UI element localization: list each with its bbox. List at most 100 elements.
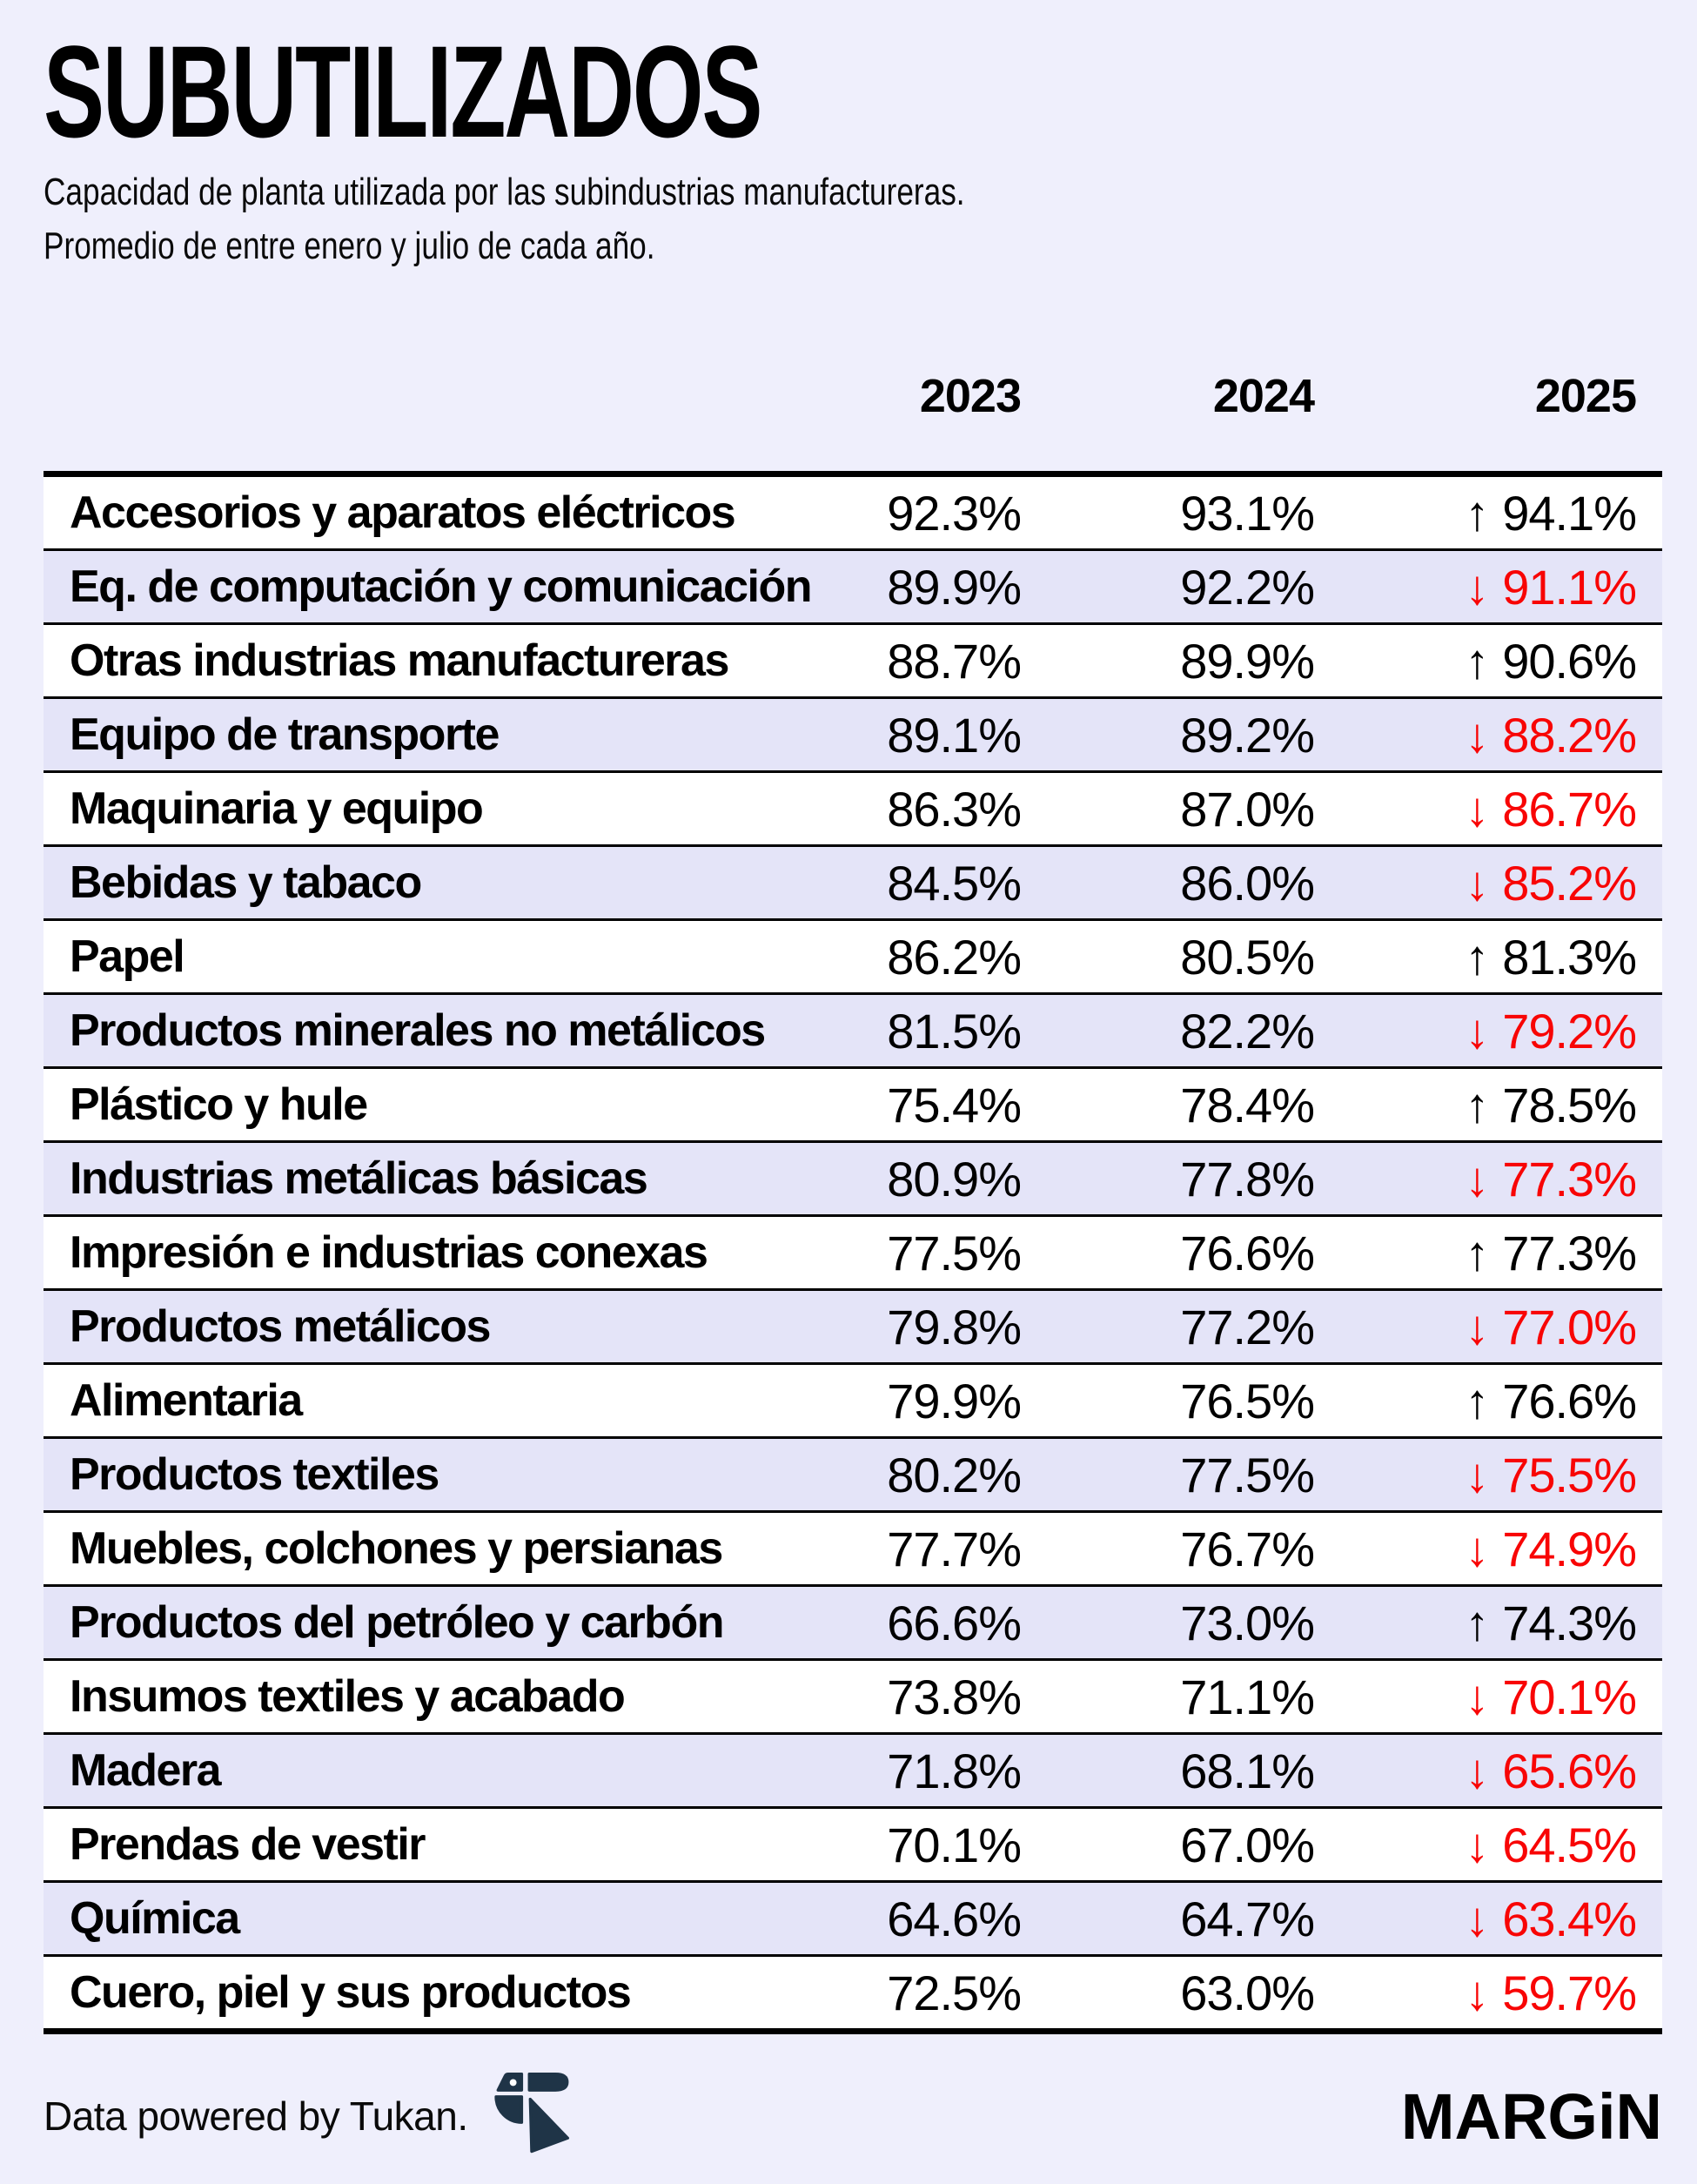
value-2025: ↓ 63.4% <box>1340 1891 1662 1947</box>
row-label: Accesorios y aparatos eléctricos <box>70 487 736 538</box>
value-2024: 77.2% <box>1180 1299 1315 1354</box>
row-label: Productos minerales no metálicos <box>70 1005 766 1056</box>
up-arrow-icon: ↑ <box>1465 485 1489 541</box>
value-2023: 92.3% <box>887 485 1022 541</box>
value-2025: ↓ 91.1% <box>1340 559 1662 615</box>
up-arrow-icon: ↑ <box>1465 1595 1489 1650</box>
value-2025: ↓ 86.7% <box>1340 781 1662 837</box>
value-2024: 68.1% <box>1180 1743 1315 1798</box>
row-label: Maquinaria y equipo <box>70 783 484 834</box>
value-2025: ↑ 77.3% <box>1340 1225 1662 1281</box>
value-2025-text: 59.7% <box>1502 1965 1637 2020</box>
value-2024: 77.8% <box>1180 1151 1315 1206</box>
row-label: Cuero, piel y sus productos <box>70 1967 632 2018</box>
column-header-2025: 2025 <box>1534 370 1637 422</box>
down-arrow-icon: ↓ <box>1465 1891 1489 1946</box>
down-arrow-icon: ↓ <box>1465 1151 1489 1206</box>
value-2025-text: 70.1% <box>1502 1669 1637 1724</box>
table-row: Productos metálicos 79.8% 77.2% ↓ 77.0% <box>44 1291 1662 1365</box>
value-2025-text: 63.4% <box>1502 1891 1637 1946</box>
down-arrow-icon: ↓ <box>1465 781 1489 837</box>
row-label: Insumos textiles y acabado <box>70 1671 626 1722</box>
value-2023: 77.5% <box>887 1225 1022 1280</box>
footer: Data powered by Tukan. MARGiN <box>44 2071 1662 2161</box>
table-row: Química 64.6% 64.7% ↓ 63.4% <box>44 1883 1662 1957</box>
row-label: Alimentaria <box>70 1375 303 1426</box>
value-2025-text: 74.9% <box>1502 1521 1637 1576</box>
value-2025: ↑ 81.3% <box>1340 929 1662 985</box>
page-title: SUBUTILIZADOS <box>44 18 762 165</box>
row-label: Química <box>70 1893 240 1944</box>
value-2023: 80.9% <box>887 1151 1022 1206</box>
row-label: Industrias metálicas básicas <box>70 1153 648 1204</box>
value-2023: 86.3% <box>887 781 1022 837</box>
column-header-2024: 2024 <box>1212 370 1315 422</box>
row-label: Prendas de vestir <box>70 1819 426 1870</box>
tukan-logo-icon <box>494 2072 571 2160</box>
value-2025-text: 85.2% <box>1502 855 1637 911</box>
table-row: Equipo de transporte 89.1% 89.2% ↓ 88.2% <box>44 699 1662 773</box>
value-2023: 80.2% <box>887 1447 1022 1502</box>
value-2025-text: 79.2% <box>1502 1003 1637 1058</box>
value-2023: 71.8% <box>887 1743 1022 1798</box>
table-row: Impresión e industrias conexas 77.5% 76.6%… <box>44 1217 1662 1291</box>
value-2025: ↑ 94.1% <box>1340 485 1662 541</box>
table-row: Prendas de vestir 70.1% 67.0% ↓ 64.5% <box>44 1809 1662 1883</box>
value-2025: ↓ 77.0% <box>1340 1299 1662 1355</box>
row-label: Productos textiles <box>70 1449 439 1500</box>
table-row: Muebles, colchones y persianas 77.7% 76.7%… <box>44 1513 1662 1587</box>
table-row: Industrias metálicas básicas 80.9% 77.8% ↓ 7… <box>44 1143 1662 1217</box>
value-2023: 72.5% <box>887 1965 1022 2020</box>
value-2024: 78.4% <box>1180 1077 1315 1132</box>
value-2024: 76.6% <box>1180 1225 1315 1280</box>
down-arrow-icon: ↓ <box>1465 1965 1489 2020</box>
table-row: Papel 86.2% 80.5% ↑ 81.3% <box>44 921 1662 995</box>
down-arrow-icon: ↓ <box>1465 707 1489 763</box>
value-2024: 80.5% <box>1180 929 1315 984</box>
value-2024: 89.9% <box>1180 633 1315 689</box>
value-2025: ↓ 64.5% <box>1340 1817 1662 1873</box>
value-2025-text: 90.6% <box>1502 633 1637 689</box>
row-label: Otras industrias manufactureras <box>70 635 729 686</box>
column-header-2023: 2023 <box>919 370 1022 422</box>
down-arrow-icon: ↓ <box>1465 1003 1489 1058</box>
value-2025-text: 86.7% <box>1502 781 1637 837</box>
row-label: Productos del petróleo y carbón <box>70 1597 724 1648</box>
value-2025-text: 78.5% <box>1502 1077 1637 1132</box>
value-2024: 76.5% <box>1180 1373 1315 1428</box>
value-2023: 75.4% <box>887 1077 1022 1132</box>
value-2023: 66.6% <box>887 1595 1022 1650</box>
value-2023: 79.9% <box>887 1373 1022 1428</box>
value-2024: 89.2% <box>1180 707 1315 763</box>
row-label: Bebidas y tabaco <box>70 857 422 908</box>
row-label: Productos metálicos <box>70 1301 491 1352</box>
down-arrow-icon: ↓ <box>1465 1521 1489 1576</box>
value-2025-text: 77.3% <box>1502 1225 1637 1280</box>
up-arrow-icon: ↑ <box>1465 929 1489 984</box>
value-2025: ↓ 75.5% <box>1340 1447 1662 1503</box>
value-2025: ↓ 79.2% <box>1340 1003 1662 1059</box>
value-2024: 82.2% <box>1180 1003 1315 1058</box>
up-arrow-icon: ↑ <box>1465 1077 1489 1132</box>
table-row: Productos textiles 80.2% 77.5% ↓ 75.5% <box>44 1439 1662 1513</box>
value-2025-text: 94.1% <box>1502 485 1637 541</box>
row-label: Madera <box>70 1745 222 1796</box>
value-2024: 71.1% <box>1180 1669 1315 1724</box>
down-arrow-icon: ↓ <box>1465 1817 1489 1872</box>
value-2023: 88.7% <box>887 633 1022 689</box>
down-arrow-icon: ↓ <box>1465 1299 1489 1354</box>
value-2025: ↓ 85.2% <box>1340 855 1662 911</box>
table-row: Maquinaria y equipo 86.3% 87.0% ↓ 86.7% <box>44 773 1662 847</box>
value-2023: 86.2% <box>887 929 1022 984</box>
value-2024: 73.0% <box>1180 1595 1315 1650</box>
up-arrow-icon: ↑ <box>1465 1373 1489 1428</box>
table-row: Alimentaria 79.9% 76.5% ↑ 76.6% <box>44 1365 1662 1439</box>
value-2024: 67.0% <box>1180 1817 1315 1872</box>
value-2025: ↓ 65.6% <box>1340 1743 1662 1799</box>
value-2023: 89.1% <box>887 707 1022 763</box>
row-label: Muebles, colchones y persianas <box>70 1523 723 1574</box>
value-2025: ↑ 74.3% <box>1340 1595 1662 1651</box>
value-2024: 63.0% <box>1180 1965 1315 2020</box>
data-credit-text: Data powered by Tukan. <box>44 2093 468 2139</box>
